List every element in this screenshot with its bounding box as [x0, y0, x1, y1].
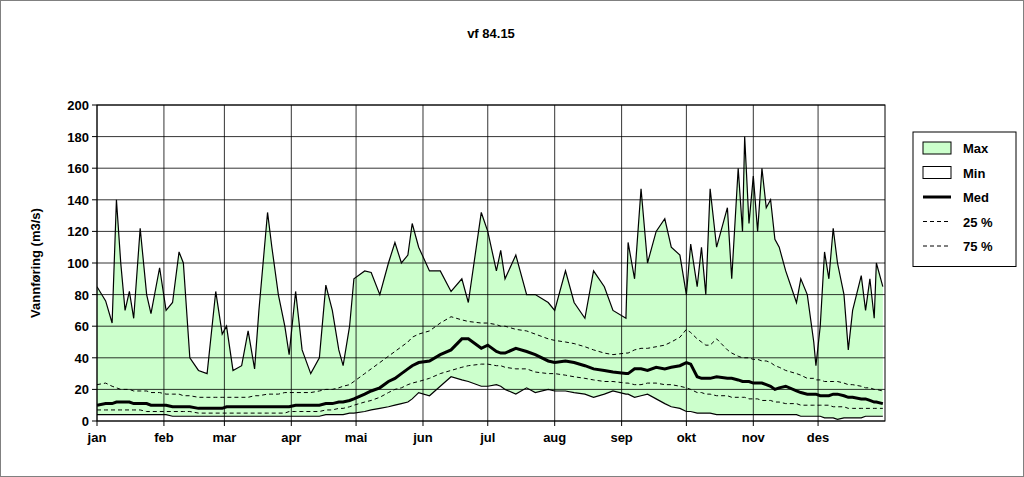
tick-label-y: 60 [75, 319, 89, 334]
plot-background [97, 105, 885, 421]
tick-label-x: mai [345, 430, 367, 445]
tick-x [97, 421, 98, 426]
grid-line-y [97, 389, 885, 390]
tick-y [92, 136, 97, 137]
tick-x [356, 421, 357, 426]
legend-label: 75 % [963, 239, 993, 254]
legend-box [913, 132, 1016, 267]
legend-swatch [923, 196, 951, 199]
grid-line-y [97, 231, 885, 232]
areas [97, 137, 883, 421]
tick-label-x: nov [742, 430, 766, 445]
line-3 [97, 364, 883, 413]
legend-swatch [923, 246, 951, 247]
grid-line-y [97, 199, 885, 200]
grid-line-x [554, 105, 555, 421]
tick-label-x: okt [677, 430, 697, 445]
grid-line-y [97, 326, 885, 327]
line-4 [97, 317, 883, 398]
grid-line-x [686, 105, 687, 421]
tick-label-y: 40 [75, 351, 89, 366]
tick-x [163, 421, 164, 426]
tick-label-x: jul [479, 430, 495, 445]
tick-label-y: 180 [67, 130, 89, 145]
lines [97, 137, 883, 420]
tick-x [686, 421, 687, 426]
tick-label-x: apr [281, 430, 301, 445]
tick-label-x: feb [154, 430, 174, 445]
legend-label: Max [963, 141, 989, 156]
tick-label-y: 0 [82, 414, 89, 429]
tick-y [92, 263, 97, 264]
frame-outer [1, 1, 1024, 477]
legend-label: 25 % [963, 215, 993, 230]
tick-label-x: jun [412, 430, 433, 445]
tick-x [291, 421, 292, 426]
tick-label-y: 100 [67, 256, 89, 271]
tick-y [92, 105, 97, 106]
tick-label-y: 80 [75, 288, 89, 303]
tick-label-y: 140 [67, 193, 89, 208]
tick-label-y: 120 [67, 224, 89, 239]
tick-y [92, 389, 97, 390]
tick-label-y: 160 [67, 161, 89, 176]
area-edge-0 [97, 137, 883, 374]
grid-line-x [422, 105, 423, 421]
tick-label-x: mar [212, 430, 236, 445]
tick-label-y: 20 [75, 382, 89, 397]
title: vf 84.15 [467, 26, 515, 41]
grid-line-x [224, 105, 225, 421]
legend-swatch [923, 142, 951, 154]
grid-line-x [487, 105, 488, 421]
tick-y [92, 231, 97, 232]
y-axis-label: Vannføring (m3/s) [28, 208, 43, 318]
tick-x [753, 421, 754, 426]
legend-label: Min [963, 166, 985, 181]
grid-line-x [356, 105, 357, 421]
grid-line-x [163, 105, 164, 421]
line-2 [97, 339, 883, 409]
tick-x [621, 421, 622, 426]
grid-line-x [291, 105, 292, 421]
tick-y [92, 199, 97, 200]
tick-y [92, 357, 97, 358]
tick-y [92, 294, 97, 295]
legend-swatch [923, 221, 951, 222]
grid-line-y [97, 263, 885, 264]
tick-y [92, 326, 97, 327]
tick-label-x: jan [87, 430, 107, 445]
tick-label-y: 200 [67, 98, 89, 113]
tick-x [224, 421, 225, 426]
tick-x [487, 421, 488, 426]
grid-line-y [97, 136, 885, 137]
legend-label: Med [963, 190, 989, 205]
grid-line-y [97, 168, 885, 169]
chart: vf 84.15 Vannføring (m3/s) 0 20 40 60 80 100 120… [0, 0, 1024, 477]
tick-x [422, 421, 423, 426]
tick-y [92, 421, 97, 422]
tick-label-x: des [807, 430, 829, 445]
grid-line-x [753, 105, 754, 421]
grid [97, 105, 885, 421]
tick-x [554, 421, 555, 426]
legend-swatch [923, 167, 951, 179]
tick-x [818, 421, 819, 426]
area-0 [97, 137, 883, 421]
plot-frame [97, 105, 885, 421]
tick-label-x: aug [543, 430, 566, 445]
tick-label-x: sep [610, 430, 632, 445]
legend: Max Min Med 25 % 75 % [913, 132, 1016, 267]
grid-line-y [97, 357, 885, 358]
tick-y [92, 168, 97, 169]
grid-line-x [818, 105, 819, 421]
